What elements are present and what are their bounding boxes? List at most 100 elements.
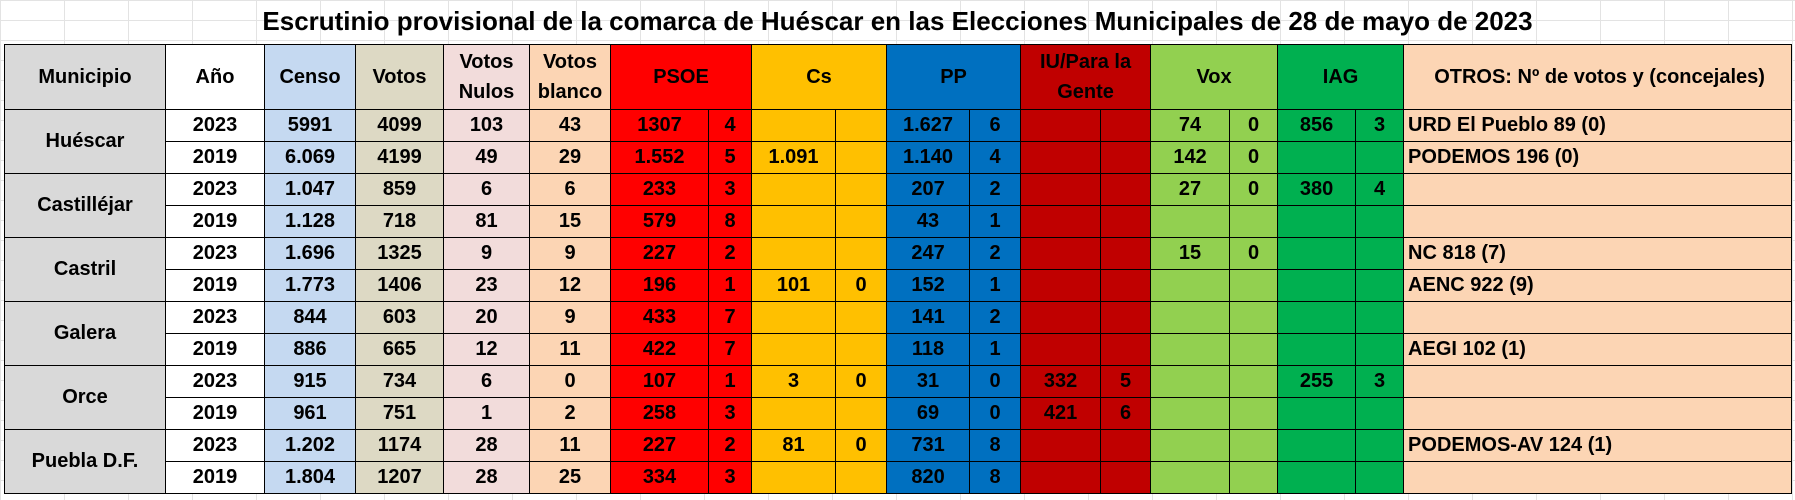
votos-cell[interactable]: 1325: [355, 237, 444, 270]
blanco-cell[interactable]: 6: [529, 173, 611, 206]
psoe-v-cell[interactable]: 1.552: [610, 141, 709, 174]
iag-v-cell[interactable]: [1277, 237, 1357, 270]
iu-v-cell[interactable]: [1020, 461, 1102, 494]
votos-cell[interactable]: 603: [355, 301, 444, 334]
cs-c-cell[interactable]: [835, 397, 888, 430]
anio-cell[interactable]: 2023: [165, 429, 265, 462]
header-anio[interactable]: Año: [165, 44, 265, 110]
psoe-v-cell[interactable]: 107: [610, 365, 709, 398]
header-iu[interactable]: IU/Para la Gente: [1020, 44, 1152, 110]
cs-v-cell[interactable]: [751, 461, 837, 494]
pp-v-cell[interactable]: 43: [886, 205, 971, 238]
otros-cell[interactable]: [1403, 461, 1793, 494]
cs-v-cell[interactable]: [751, 397, 837, 430]
cs-c-cell[interactable]: [835, 461, 888, 494]
vox-v-cell[interactable]: 15: [1150, 237, 1231, 270]
iag-c-cell[interactable]: 4: [1355, 173, 1405, 206]
vox-c-cell[interactable]: [1229, 333, 1279, 366]
blanco-cell[interactable]: 0: [529, 365, 611, 398]
pp-v-cell[interactable]: 1.627: [886, 109, 971, 142]
iu-c-cell[interactable]: [1100, 301, 1152, 334]
vox-c-cell[interactable]: 0: [1229, 141, 1279, 174]
pp-c-cell[interactable]: 8: [969, 429, 1022, 462]
otros-cell[interactable]: [1403, 301, 1793, 334]
iu-v-cell[interactable]: [1020, 109, 1102, 142]
header-votos[interactable]: Votos: [355, 44, 444, 110]
psoe-v-cell[interactable]: 579: [610, 205, 709, 238]
iu-c-cell[interactable]: 6: [1100, 397, 1152, 430]
otros-cell[interactable]: PODEMOS-AV 124 (1): [1403, 429, 1793, 462]
iag-c-cell[interactable]: [1355, 237, 1405, 270]
iag-v-cell[interactable]: [1277, 205, 1357, 238]
vox-v-cell[interactable]: [1150, 365, 1231, 398]
iag-c-cell[interactable]: [1355, 269, 1405, 302]
iag-c-cell[interactable]: [1355, 333, 1405, 366]
cs-c-cell[interactable]: [835, 237, 888, 270]
vox-v-cell[interactable]: [1150, 333, 1231, 366]
iu-v-cell[interactable]: [1020, 141, 1102, 174]
cs-c-cell[interactable]: [835, 301, 888, 334]
nulos-cell[interactable]: 9: [443, 237, 530, 270]
psoe-c-cell[interactable]: 4: [707, 109, 753, 142]
nulos-cell[interactable]: 103: [443, 109, 530, 142]
cs-v-cell[interactable]: [751, 237, 837, 270]
cs-v-cell[interactable]: [751, 301, 837, 334]
iag-v-cell[interactable]: [1277, 397, 1357, 430]
vox-c-cell[interactable]: [1229, 205, 1279, 238]
psoe-c-cell[interactable]: 7: [707, 301, 753, 334]
anio-cell[interactable]: 2023: [165, 237, 265, 270]
pp-v-cell[interactable]: 731: [886, 429, 971, 462]
censo-cell[interactable]: 961: [264, 397, 356, 430]
votos-cell[interactable]: 1207: [355, 461, 444, 494]
nulos-cell[interactable]: 20: [443, 301, 530, 334]
anio-cell[interactable]: 2023: [165, 301, 265, 334]
pp-v-cell[interactable]: 820: [886, 461, 971, 494]
pp-c-cell[interactable]: 4: [969, 141, 1022, 174]
iu-c-cell[interactable]: 5: [1100, 365, 1152, 398]
iu-c-cell[interactable]: [1100, 237, 1152, 270]
psoe-v-cell[interactable]: 433: [610, 301, 709, 334]
otros-cell[interactable]: [1403, 173, 1793, 206]
pp-c-cell[interactable]: 2: [969, 301, 1022, 334]
censo-cell[interactable]: 886: [264, 333, 356, 366]
iu-v-cell[interactable]: 332: [1020, 365, 1102, 398]
pp-c-cell[interactable]: 6: [969, 109, 1022, 142]
header-nulos[interactable]: Votos Nulos: [443, 44, 530, 110]
nulos-cell[interactable]: 49: [443, 141, 530, 174]
municipio-cell[interactable]: Orce: [4, 365, 166, 430]
psoe-c-cell[interactable]: 3: [707, 461, 753, 494]
psoe-c-cell[interactable]: 3: [707, 173, 753, 206]
otros-cell[interactable]: [1403, 397, 1793, 430]
nulos-cell[interactable]: 12: [443, 333, 530, 366]
cs-c-cell[interactable]: [835, 109, 888, 142]
iu-v-cell[interactable]: [1020, 237, 1102, 270]
votos-cell[interactable]: 859: [355, 173, 444, 206]
cs-v-cell[interactable]: [751, 173, 837, 206]
iag-c-cell[interactable]: [1355, 205, 1405, 238]
pp-c-cell[interactable]: 1: [969, 205, 1022, 238]
anio-cell[interactable]: 2023: [165, 365, 265, 398]
iu-c-cell[interactable]: [1100, 333, 1152, 366]
censo-cell[interactable]: 1.773: [264, 269, 356, 302]
psoe-c-cell[interactable]: 2: [707, 237, 753, 270]
cs-v-cell[interactable]: 101: [751, 269, 837, 302]
municipio-cell[interactable]: Castilléjar: [4, 173, 166, 238]
otros-cell[interactable]: [1403, 365, 1793, 398]
iag-v-cell[interactable]: 856: [1277, 109, 1357, 142]
header-censo[interactable]: Censo: [264, 44, 356, 110]
pp-v-cell[interactable]: 1.140: [886, 141, 971, 174]
iu-v-cell[interactable]: 421: [1020, 397, 1102, 430]
psoe-v-cell[interactable]: 233: [610, 173, 709, 206]
iag-v-cell[interactable]: 380: [1277, 173, 1357, 206]
vox-c-cell[interactable]: [1229, 397, 1279, 430]
blanco-cell[interactable]: 25: [529, 461, 611, 494]
anio-cell[interactable]: 2019: [165, 333, 265, 366]
pp-c-cell[interactable]: 0: [969, 365, 1022, 398]
cs-v-cell[interactable]: [751, 333, 837, 366]
pp-v-cell[interactable]: 152: [886, 269, 971, 302]
iu-c-cell[interactable]: [1100, 109, 1152, 142]
iag-c-cell[interactable]: [1355, 301, 1405, 334]
pp-c-cell[interactable]: 2: [969, 173, 1022, 206]
vox-c-cell[interactable]: [1229, 301, 1279, 334]
cs-v-cell[interactable]: [751, 205, 837, 238]
